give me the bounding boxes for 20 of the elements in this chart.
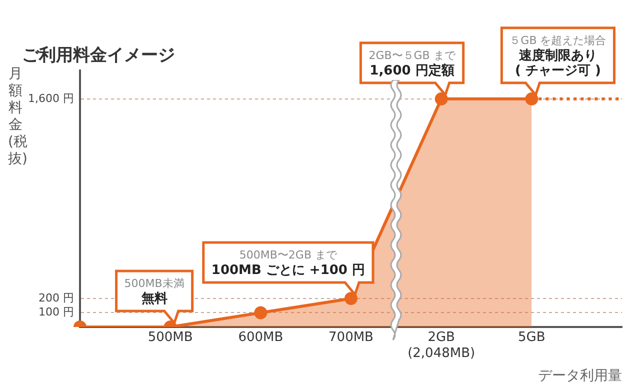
x-tick-label: 5GB (518, 330, 546, 346)
chart-title: ご利用料金イメージ (22, 46, 175, 66)
y-tick-label: 1,600 円 (28, 92, 74, 105)
annotation: 100MB ごとに +100 円 (211, 262, 365, 278)
x-tick-label: 600MB (238, 330, 284, 346)
y-tick-label: 100 円 (38, 306, 74, 319)
text: ５GB を超えた場合 (510, 34, 606, 47)
x-tick-label: 2GB (2,048MB) (408, 330, 476, 361)
annotation: ( チャージ可 ) (514, 63, 601, 78)
annotation: 500MB未満 (124, 276, 184, 290)
annotation: 無料 (140, 291, 168, 306)
x-axis-title: データ利用量 (538, 368, 622, 384)
y-axis-title: 月額料金 (税抜) (8, 66, 28, 168)
text: 2GB〜５GB まで (368, 48, 456, 62)
y-tick-label: 200 円 (38, 291, 74, 304)
x-tick-label: 500MB (148, 330, 193, 346)
x-tick-label: 700MB (328, 330, 374, 346)
text: 速度制限あり (518, 47, 597, 64)
annotation: 1,600 円定額 (370, 62, 454, 78)
annotation: 500MB〜2GB まで (239, 248, 338, 262)
